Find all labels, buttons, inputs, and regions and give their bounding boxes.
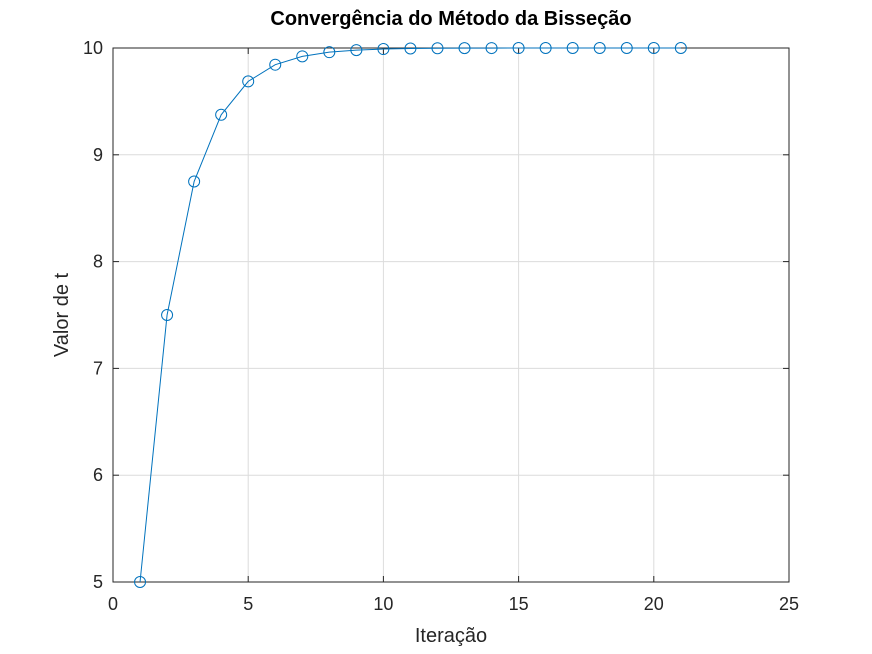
data-point <box>296 50 309 63</box>
x-tick-label: 0 <box>108 594 118 614</box>
data-point <box>620 42 633 55</box>
data-point <box>458 42 471 55</box>
chart-title: Convergência do Método da Bisseção <box>270 8 631 30</box>
x-tick-label: 15 <box>509 594 529 614</box>
data-point <box>242 75 255 88</box>
data-point <box>350 44 363 57</box>
y-tick-label: 8 <box>93 252 103 272</box>
x-tick-label: 5 <box>243 594 253 614</box>
data-point <box>404 42 417 55</box>
y-axis-label: Valor de t <box>51 272 73 357</box>
y-tick-label: 6 <box>93 465 103 485</box>
data-point <box>485 42 498 55</box>
y-tick-label: 10 <box>83 38 103 58</box>
x-tick-label: 20 <box>644 594 664 614</box>
data-point <box>512 42 525 55</box>
data-point <box>377 43 390 56</box>
data-point <box>215 108 228 121</box>
data-point <box>134 576 147 588</box>
data-point <box>593 42 606 55</box>
data-point <box>161 309 174 321</box>
data-point <box>566 42 579 55</box>
data-point <box>647 42 660 55</box>
x-tick-label: 10 <box>373 594 393 614</box>
y-tick-label: 9 <box>93 145 103 165</box>
data-point <box>431 42 444 55</box>
x-axis-label: Iteração <box>415 625 487 647</box>
data-point <box>323 46 336 59</box>
data-point <box>539 42 552 55</box>
y-tick-label: 7 <box>93 358 103 378</box>
data-point <box>674 42 687 55</box>
data-point <box>269 58 282 71</box>
x-tick-label: 25 <box>779 594 799 614</box>
y-tick-label: 5 <box>93 572 103 592</box>
data-point <box>188 175 201 188</box>
series-line <box>139 47 681 583</box>
series-layer <box>134 42 687 588</box>
